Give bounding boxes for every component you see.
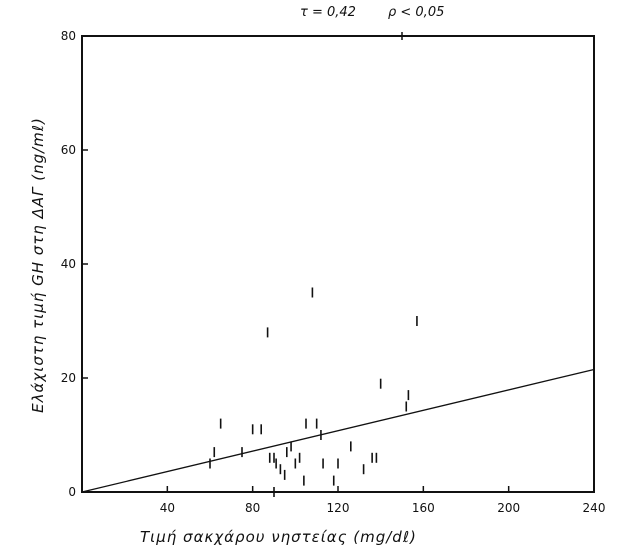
y-tick-label: 0 [68,485,76,499]
y-tick-label: 60 [61,143,76,157]
line-layer [82,369,594,492]
plot-frame [82,36,594,492]
x-tick-label: 200 [497,501,520,515]
x-tick-label: 240 [583,501,606,515]
points-layer [210,288,417,498]
regression-line [82,369,594,492]
x-tick-label: 160 [412,501,435,515]
x-tick-label: 40 [160,501,175,515]
x-axis-label: Τιμή σακχάρου νηστείας (mg/dℓ) [140,528,417,546]
axes-layer: 0 20 40 60 80 40 80 120 160 200 240 [61,29,606,515]
y-tick-label: 80 [61,29,76,43]
y-axis-label: Ελάχιστη τιμή GH στη ΔΑΓ (ng/mℓ) [29,117,47,413]
y-tick-label: 20 [61,371,76,385]
x-tick-label: 80 [245,501,260,515]
x-tick-label: 120 [327,501,350,515]
y-tick-label: 40 [61,257,76,271]
